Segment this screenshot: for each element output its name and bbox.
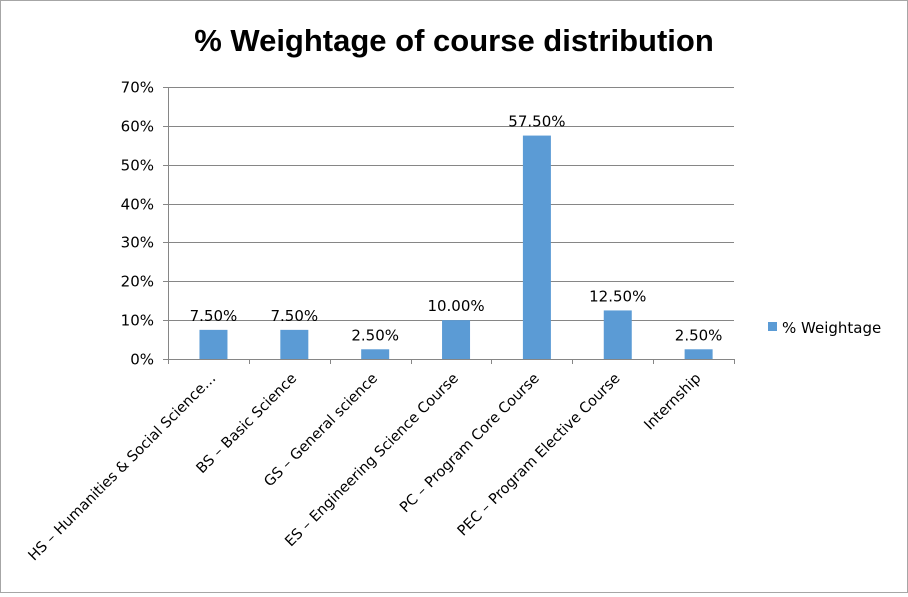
y-tick-label: 70% [121, 79, 154, 97]
legend-swatch [768, 322, 777, 331]
category-label: PEC – Program Elective Course [455, 370, 624, 539]
data-label: 7.50% [271, 307, 319, 325]
data-label: 2.50% [675, 326, 723, 344]
data-labels: 7.50% 7.50% 2.50% 10.00% 57.50% 12.50% 2.50% [190, 113, 723, 345]
y-tick-label: 20% [121, 273, 154, 291]
chart-title: % Weightage of course distribution [194, 23, 714, 58]
bars [199, 135, 713, 359]
bar [603, 310, 632, 359]
category-labels: HS – Humanities & Social Science…BS – Ba… [26, 370, 705, 564]
bar [199, 329, 228, 359]
data-label: 12.50% [589, 287, 646, 305]
y-tick-label: 10% [121, 312, 154, 330]
legend-label: % Weightage [782, 319, 881, 337]
y-tick-label: 0% [130, 351, 154, 369]
data-label: 57.50% [508, 113, 565, 131]
legend: % Weightage [768, 319, 881, 337]
y-tick-label: 50% [121, 157, 154, 175]
data-label: 10.00% [427, 297, 484, 315]
gridlines [168, 87, 734, 321]
data-label: 2.50% [351, 326, 399, 344]
bar [522, 135, 551, 359]
y-tick-label: 40% [121, 196, 154, 214]
category-label: Internship [642, 371, 705, 434]
bar [361, 349, 390, 359]
bar [442, 320, 471, 359]
category-label: ES – Engineering Science Course [282, 370, 462, 550]
category-label: HS – Humanities & Social Science… [26, 371, 220, 565]
data-label: 7.50% [190, 307, 238, 325]
bar [684, 349, 713, 359]
y-tick-label: 30% [121, 234, 154, 252]
bar [280, 329, 309, 359]
category-label: PC – Program Core Course [397, 370, 543, 516]
y-tick-label: 60% [121, 118, 154, 136]
axes: 0% 10% 20% 30% 40% 50% 60% 70% [121, 79, 735, 369]
